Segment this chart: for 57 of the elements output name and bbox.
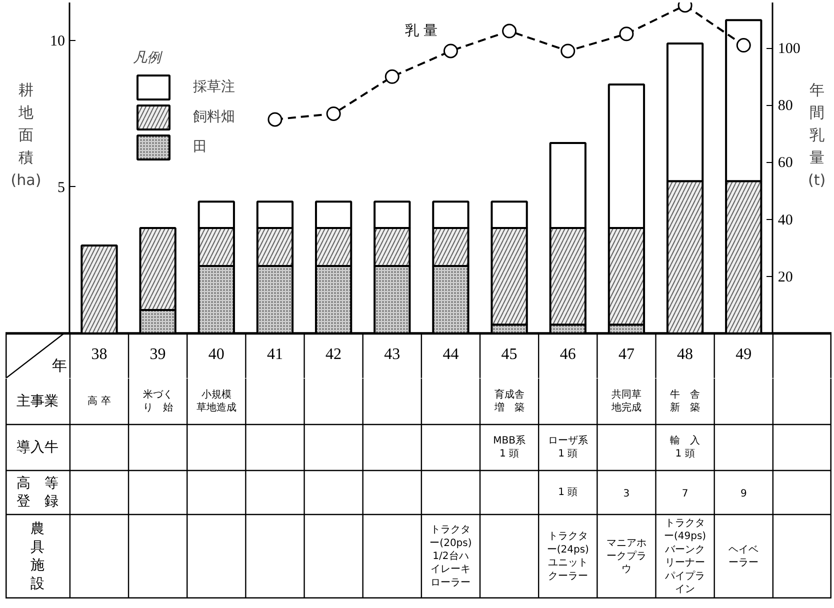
text: 米づくり 始 [142, 389, 173, 414]
category-label: 農具施設 [30, 520, 45, 592]
category-label: 主事業 [16, 394, 59, 410]
legend-label: 採草注 [193, 78, 235, 97]
y2-tick-label: 20 [778, 269, 793, 286]
x-tick-label: 45 [501, 346, 518, 363]
x-tick-label: 42 [326, 346, 342, 363]
series-label: 乳 量 [405, 22, 438, 39]
x-tick-label: 49 [736, 346, 752, 363]
point [619, 26, 634, 42]
text: 牛 舎新 築 [670, 389, 700, 414]
point [502, 24, 517, 38]
point [560, 44, 576, 58]
point [384, 69, 400, 84]
x-tick-label: 38 [91, 346, 108, 363]
y2-tick-label: 60 [778, 155, 793, 172]
y2-axis-title: 年間乳量(t) [808, 80, 826, 189]
legend-title: 凡例 [133, 49, 164, 67]
point [736, 38, 751, 53]
x-tick-label: 47 [618, 346, 634, 363]
x-tick-label: 48 [677, 346, 694, 363]
text: 3 [623, 488, 630, 500]
y2-tick-label: 80 [778, 98, 793, 114]
x-tick-label: 40 [208, 346, 224, 363]
x-axis-title: 年 [52, 356, 68, 374]
y-tick-label: 10 [50, 34, 65, 50]
x-tick-label: 44 [442, 346, 459, 363]
text: 1 頭 [558, 487, 578, 498]
text: 育成舎増 築 [494, 389, 524, 414]
y-tick-label: 5 [57, 180, 65, 196]
x-tick-label: 43 [384, 346, 400, 363]
text: 高 卒 [88, 396, 111, 407]
point [443, 44, 458, 58]
text: ローザ系 1 頭 [548, 435, 588, 460]
text: トラクター(49ps)バーンクリーナーパイプライン [664, 518, 706, 595]
text: 共同草地完成 [611, 389, 642, 414]
text: トラクター(24ps)ユニットクーラー [546, 531, 589, 582]
category-label: 高 等登 録 [16, 475, 59, 510]
text: 輸 入 1 頭 [670, 435, 700, 460]
text: ヘイベーラー [728, 544, 759, 569]
x-tick-label: 46 [560, 346, 576, 363]
text: 7 [682, 488, 688, 500]
y2-tick-label: 100 [778, 41, 800, 58]
text: マニアホークプラウ [606, 538, 646, 576]
text: 9 [740, 488, 747, 500]
y-axis-title: 耕地面積(ha) [10, 80, 42, 189]
category-label: 導入牛 [16, 440, 59, 456]
x-tick-label: 39 [150, 346, 166, 363]
point [268, 112, 282, 127]
text: 小規模草地造成 [196, 389, 236, 414]
x-tick-label: 41 [266, 346, 283, 363]
text: MBB系 1 頭 [493, 435, 526, 460]
text: トラクター(20ps)1/2台ハイレーキローラー [430, 524, 472, 588]
legend-label: 田 [193, 138, 208, 157]
y2-tick-label: 40 [778, 212, 793, 228]
legend-label: 飼料畑 [193, 108, 235, 127]
point [326, 106, 341, 121]
